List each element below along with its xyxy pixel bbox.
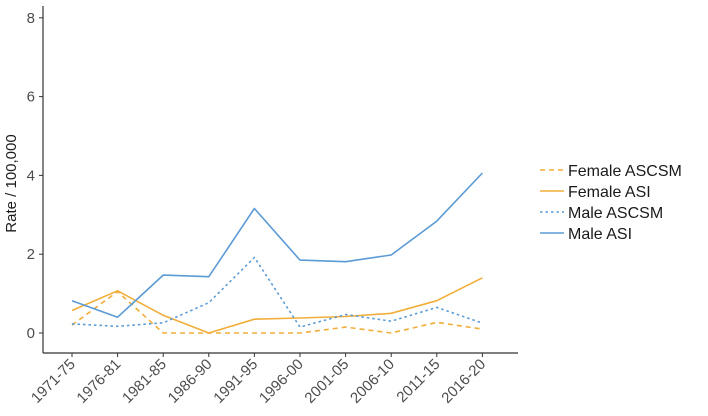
x-tick-label: 2011-15 <box>393 356 443 406</box>
x-tick-label: 1996-00 <box>256 356 307 407</box>
series-line-male-asi <box>71 172 483 319</box>
series-line-female-ascsm <box>71 290 483 334</box>
x-tick-label: 1991-95 <box>210 356 261 407</box>
y-tick-label: 8 <box>27 10 35 27</box>
x-tick-label: 1971-75 <box>28 356 79 407</box>
legend: Female ASCSM Female ASI Male ASCSM Male ASI <box>540 163 682 243</box>
x-tick-label: 2016-20 <box>438 356 489 407</box>
y-tick-label: 4 <box>27 167 35 184</box>
x-tick-label: 1986-90 <box>165 356 216 407</box>
series-line-female-asi <box>71 277 483 334</box>
plot-area: 0 2 4 6 8 1971-751976-811981-851986-901991-95… <box>3 6 518 407</box>
series-line-male-ascsm <box>71 256 483 328</box>
y-tick-label: 0 <box>27 325 35 342</box>
x-tick-label: 2001-05 <box>301 356 352 407</box>
y-tick-label: 6 <box>27 89 35 106</box>
legend-label: Female ASCSM <box>568 163 682 180</box>
x-tick-label: 1981-85 <box>119 356 170 407</box>
x-tick-label: 1976-81 <box>73 356 124 407</box>
x-tick-label: 2006-10 <box>347 356 398 407</box>
legend-label: Male ASI <box>568 226 632 243</box>
legend-label: Female ASI <box>568 184 651 201</box>
y-axis-title: Rate / 100,000 <box>3 134 20 232</box>
y-tick-label: 2 <box>27 246 35 263</box>
legend-label: Male ASCSM <box>568 205 663 222</box>
